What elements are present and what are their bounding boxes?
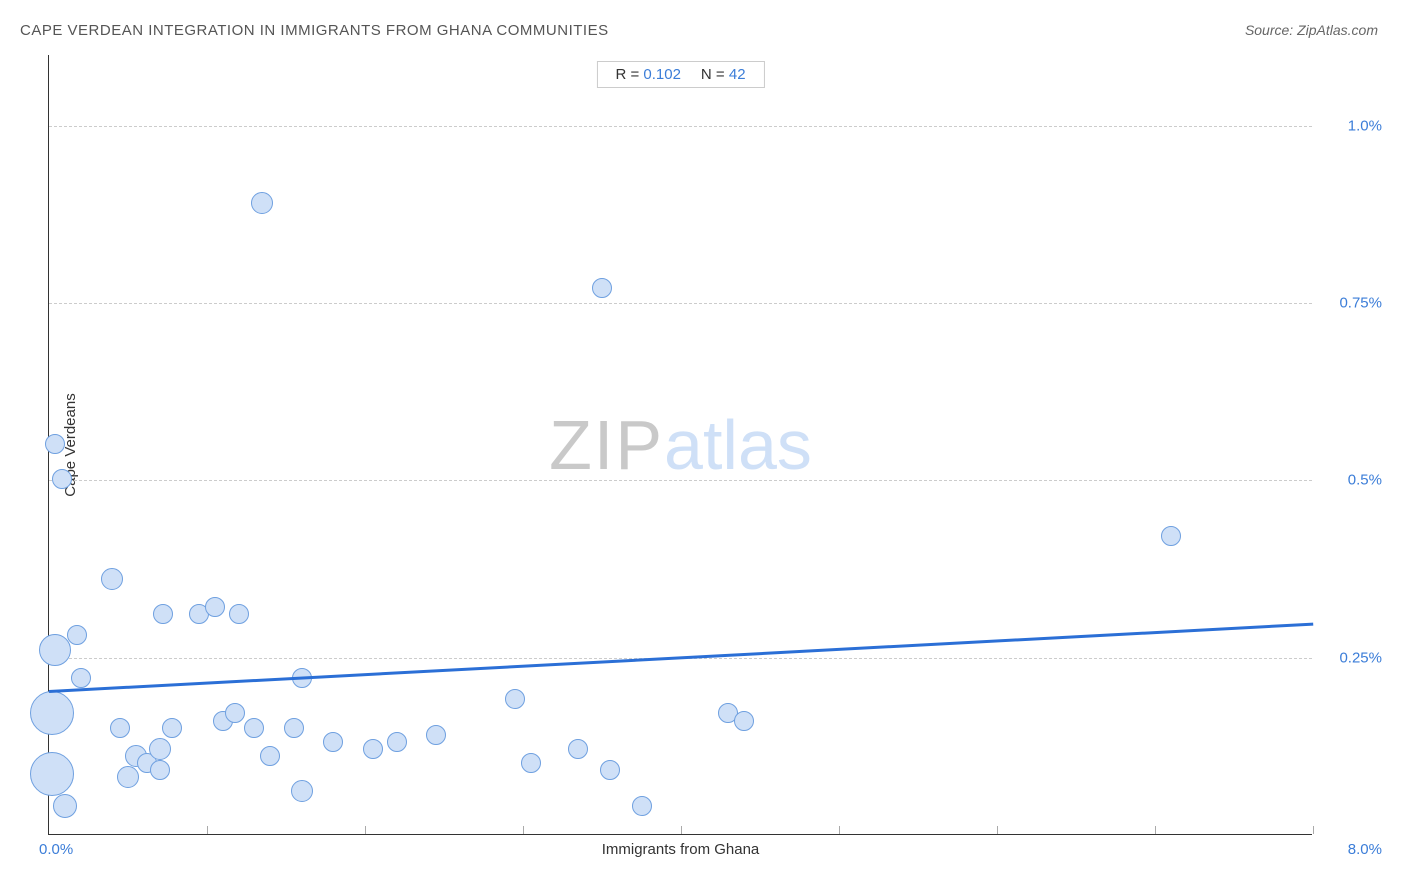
data-point bbox=[30, 691, 74, 735]
data-point bbox=[323, 732, 343, 752]
data-point bbox=[153, 604, 173, 624]
data-point bbox=[52, 469, 72, 489]
source-text: Source: ZipAtlas.com bbox=[1245, 22, 1378, 38]
data-point bbox=[632, 796, 652, 816]
stat-n: N = 42 bbox=[701, 66, 746, 83]
stat-n-label: N = bbox=[701, 66, 725, 83]
data-point bbox=[30, 752, 74, 796]
data-point bbox=[150, 760, 170, 780]
data-point bbox=[53, 794, 77, 818]
data-point bbox=[426, 725, 446, 745]
data-point bbox=[45, 434, 65, 454]
y-tick-label: 1.0% bbox=[1348, 117, 1382, 134]
chart-title: CAPE VERDEAN INTEGRATION IN IMMIGRANTS F… bbox=[20, 22, 609, 39]
data-point bbox=[71, 668, 91, 688]
data-point bbox=[387, 732, 407, 752]
data-point bbox=[67, 625, 87, 645]
stat-r-value: 0.102 bbox=[643, 66, 681, 83]
data-point bbox=[260, 746, 280, 766]
stat-r-label: R = bbox=[615, 66, 639, 83]
gridline bbox=[49, 480, 1312, 481]
x-axis-title: Immigrants from Ghana bbox=[602, 841, 760, 858]
x-max-label: 8.0% bbox=[1348, 841, 1382, 858]
data-point bbox=[568, 739, 588, 759]
x-tick bbox=[997, 826, 998, 834]
data-point bbox=[734, 711, 754, 731]
gridline bbox=[49, 126, 1312, 127]
data-point bbox=[521, 753, 541, 773]
x-tick bbox=[365, 826, 366, 834]
data-point bbox=[600, 760, 620, 780]
stat-r: R = 0.102 bbox=[615, 66, 680, 83]
data-point bbox=[284, 718, 304, 738]
data-point bbox=[110, 718, 130, 738]
data-point bbox=[592, 278, 612, 298]
x-tick bbox=[839, 826, 840, 834]
chart-area: ZIPatlas R = 0.102 N = 42 Cape Verdeans … bbox=[48, 55, 1312, 835]
data-point bbox=[117, 766, 139, 788]
watermark: ZIPatlas bbox=[549, 405, 812, 485]
x-tick bbox=[1313, 826, 1314, 834]
x-tick bbox=[207, 826, 208, 834]
data-point bbox=[101, 568, 123, 590]
x-tick bbox=[1155, 826, 1156, 834]
data-point bbox=[363, 739, 383, 759]
data-point bbox=[205, 597, 225, 617]
y-tick-label: 0.25% bbox=[1339, 649, 1382, 666]
data-point bbox=[505, 689, 525, 709]
data-point bbox=[39, 634, 71, 666]
data-point bbox=[162, 718, 182, 738]
data-point bbox=[244, 718, 264, 738]
x-tick bbox=[681, 826, 682, 834]
data-point bbox=[251, 192, 273, 214]
data-point bbox=[1161, 526, 1181, 546]
x-min-label: 0.0% bbox=[39, 841, 73, 858]
data-point bbox=[291, 780, 313, 802]
stats-box: R = 0.102 N = 42 bbox=[596, 61, 764, 88]
gridline bbox=[49, 303, 1312, 304]
watermark-zip: ZIP bbox=[549, 406, 664, 484]
data-point bbox=[149, 738, 171, 760]
x-tick bbox=[523, 826, 524, 834]
stat-n-value: 42 bbox=[729, 66, 746, 83]
y-tick-label: 0.75% bbox=[1339, 295, 1382, 312]
data-point bbox=[225, 703, 245, 723]
y-tick-label: 0.5% bbox=[1348, 472, 1382, 489]
data-point bbox=[229, 604, 249, 624]
watermark-atlas: atlas bbox=[664, 406, 812, 484]
